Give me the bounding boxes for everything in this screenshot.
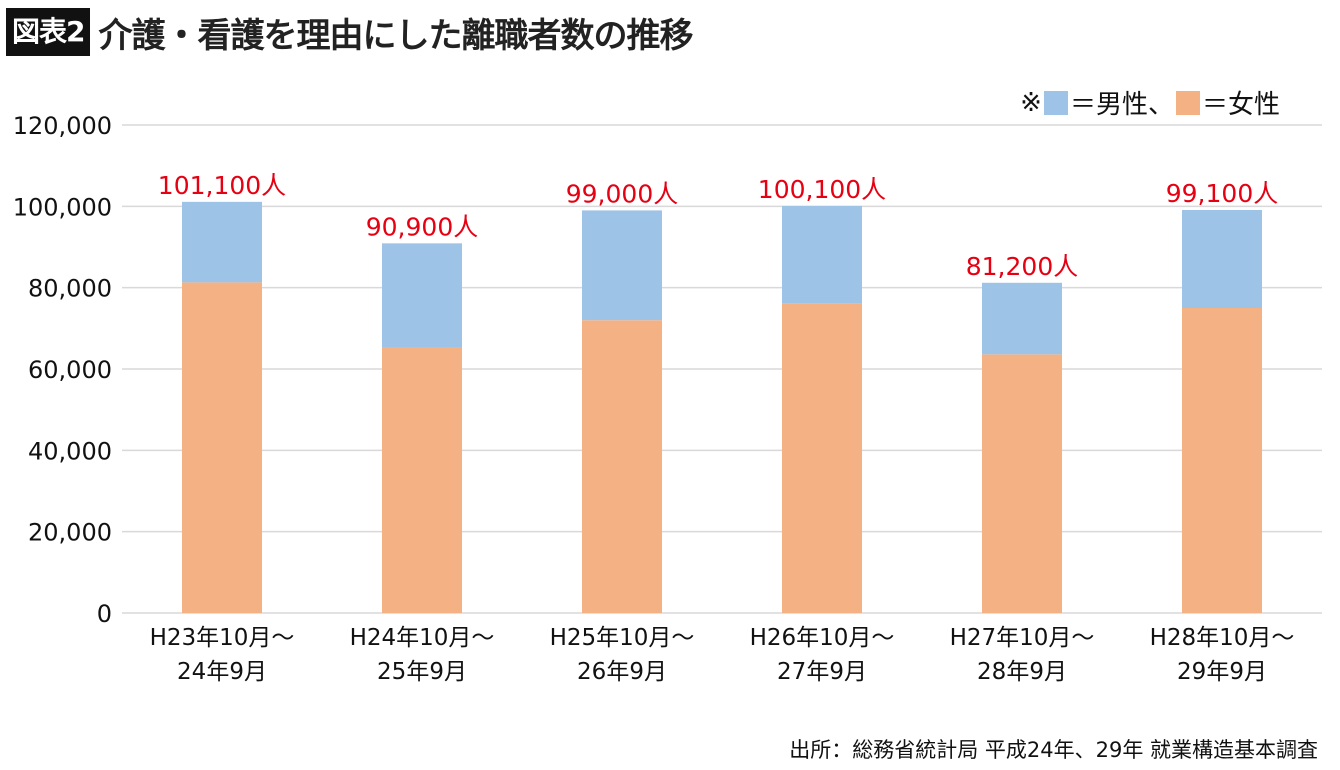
- chart-header: 図表2 介護・看護を理由にした離職者数の推移: [6, 8, 693, 56]
- y-tick-label: 20,000: [28, 519, 112, 547]
- legend-label-male: ＝男性、: [1069, 90, 1174, 120]
- data-label: 99,100人: [1166, 179, 1278, 208]
- data-label: 100,100人: [758, 175, 886, 204]
- x-tick-label: 26年9月: [577, 659, 667, 685]
- figure-badge: 図表2: [6, 8, 91, 56]
- x-tick-label: H23年10月～: [150, 625, 295, 651]
- y-tick-label: 120,000: [13, 112, 112, 140]
- data-label: 101,100人: [158, 171, 286, 200]
- x-tick-label: 25年9月: [377, 659, 467, 685]
- x-tick-label: H28年10月～: [1150, 625, 1295, 651]
- x-tick-label: H25年10月～: [550, 625, 695, 651]
- bar-segment-male: [782, 205, 862, 304]
- y-tick-label: 60,000: [28, 356, 112, 384]
- bar-segment-female: [782, 303, 862, 613]
- x-tick-label: H27年10月～: [950, 625, 1095, 651]
- x-tick-label: H24年10月～: [350, 625, 495, 651]
- bar-segment-male: [382, 243, 462, 348]
- y-tick-label: 100,000: [13, 193, 112, 221]
- bar-segment-male: [582, 210, 662, 321]
- data-label: 90,900人: [366, 212, 478, 241]
- chart-title: 介護・看護を理由にした離職者数の推移: [98, 15, 693, 56]
- bar-segment-male: [982, 282, 1062, 355]
- legend-label-female: ＝女性: [1201, 90, 1280, 120]
- data-label: 99,000人: [566, 179, 678, 208]
- x-tick-label: H26年10月～: [750, 625, 895, 651]
- bar-segment-male: [1182, 209, 1262, 308]
- bar-segment-female: [582, 320, 662, 613]
- y-tick-label: 80,000: [28, 275, 112, 303]
- data-label: 81,200人: [966, 252, 1078, 281]
- legend-swatch-male: [1043, 90, 1068, 115]
- x-tick-label: 27年9月: [777, 659, 867, 685]
- x-tick-label: 24年9月: [177, 659, 267, 685]
- bar-segment-female: [382, 347, 462, 613]
- legend-note-mark: ※: [1020, 87, 1042, 118]
- legend: ※ ＝男性、 ＝女性: [1020, 84, 1280, 121]
- x-tick-label: 29年9月: [1177, 659, 1267, 685]
- bar-segment-female: [982, 354, 1062, 613]
- bar-segment-female: [1182, 308, 1262, 613]
- bar-segment-female: [182, 282, 262, 613]
- bar-segment-male: [182, 201, 262, 283]
- legend-swatch-female: [1175, 90, 1200, 115]
- source-note: 出所：総務省統計局 平成24年、29年 就業構造基本調査: [789, 738, 1318, 762]
- x-tick-label: 28年9月: [977, 659, 1067, 685]
- y-tick-label: 0: [97, 600, 112, 628]
- y-tick-label: 40,000: [28, 437, 112, 465]
